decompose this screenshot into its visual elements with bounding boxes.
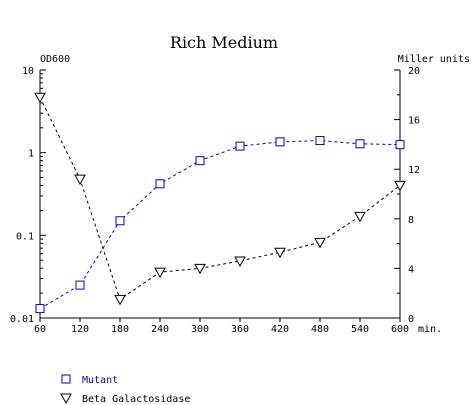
data-point-beta-galactosidase bbox=[394, 180, 406, 192]
x-tick-label: 180 bbox=[111, 324, 129, 335]
series-beta-galactosidase bbox=[34, 92, 406, 306]
y-right-tick-label: 20 bbox=[408, 66, 420, 77]
data-point-beta-galactosidase bbox=[354, 211, 366, 223]
legend-marker-mutant bbox=[61, 374, 71, 384]
y-left-tick-label: 10 bbox=[22, 66, 34, 77]
data-point-mutant bbox=[35, 304, 45, 314]
y-left-tick-label: 1 bbox=[28, 149, 34, 160]
data-point-mutant bbox=[275, 137, 285, 147]
y-right-tick-label: 16 bbox=[408, 116, 420, 127]
data-point-mutant bbox=[395, 140, 405, 150]
legend-label-beta-galactosidase: Beta Galactosidase bbox=[82, 394, 190, 405]
y-left-tick-label: 0.01 bbox=[10, 314, 34, 325]
x-tick-label: 540 bbox=[351, 324, 369, 335]
data-point-beta-galactosidase bbox=[274, 247, 286, 259]
axes bbox=[39, 70, 401, 319]
data-point-mutant bbox=[155, 179, 165, 189]
data-point-beta-galactosidase bbox=[314, 237, 326, 249]
legend-item-beta-galactosidase: Beta Galactosidase bbox=[60, 393, 190, 405]
y-right-tick-label: 8 bbox=[408, 215, 414, 226]
x-axis-label: min. bbox=[418, 324, 442, 335]
x-tick-label: 420 bbox=[271, 324, 289, 335]
legend-item-mutant: Mutant bbox=[61, 374, 118, 386]
series-mutant bbox=[35, 136, 405, 314]
x-tick-label: 600 bbox=[391, 324, 409, 335]
x-tick-label: 120 bbox=[71, 324, 89, 335]
x-tick-label: 480 bbox=[311, 324, 329, 335]
data-point-beta-galactosidase bbox=[34, 92, 46, 104]
chart-title: Rich Medium bbox=[170, 33, 278, 52]
data-point-mutant bbox=[315, 136, 325, 146]
y-left-tick-label: 0.1 bbox=[16, 231, 34, 242]
data-point-beta-galactosidase bbox=[234, 256, 246, 267]
data-point-mutant bbox=[115, 216, 125, 226]
data-point-mutant bbox=[355, 139, 365, 149]
y-right-tick-label: 12 bbox=[408, 165, 420, 176]
legend-label-mutant: Mutant bbox=[82, 375, 118, 386]
x-tick-label: 360 bbox=[231, 324, 249, 335]
data-point-beta-galactosidase bbox=[194, 263, 206, 275]
series-line-beta-galactosidase bbox=[39, 97, 401, 301]
y-right-tick-label: 4 bbox=[408, 264, 414, 275]
legend: Mutant Beta Galactosidase bbox=[60, 374, 190, 405]
series-layer bbox=[34, 92, 406, 314]
ticks: 60 120 180 240 300 360 420 480 540 6001010.10.012… bbox=[10, 66, 420, 335]
left-axis-label: OD600 bbox=[40, 54, 70, 65]
data-point-beta-galactosidase bbox=[154, 267, 166, 279]
x-tick-label: 300 bbox=[191, 324, 209, 335]
data-point-beta-galactosidase bbox=[114, 294, 126, 306]
right-axis-label: Miller units bbox=[398, 54, 470, 65]
data-point-beta-galactosidase bbox=[74, 174, 86, 186]
y-right-tick-label: 0 bbox=[408, 314, 414, 325]
series-line-mutant bbox=[39, 140, 401, 310]
legend-marker-beta-galactosidase bbox=[60, 393, 72, 405]
x-tick-label: 60 bbox=[34, 324, 46, 335]
data-point-mutant bbox=[75, 280, 85, 290]
data-point-mutant bbox=[195, 156, 205, 166]
data-point-mutant bbox=[235, 141, 245, 151]
x-tick-label: 240 bbox=[151, 324, 169, 335]
